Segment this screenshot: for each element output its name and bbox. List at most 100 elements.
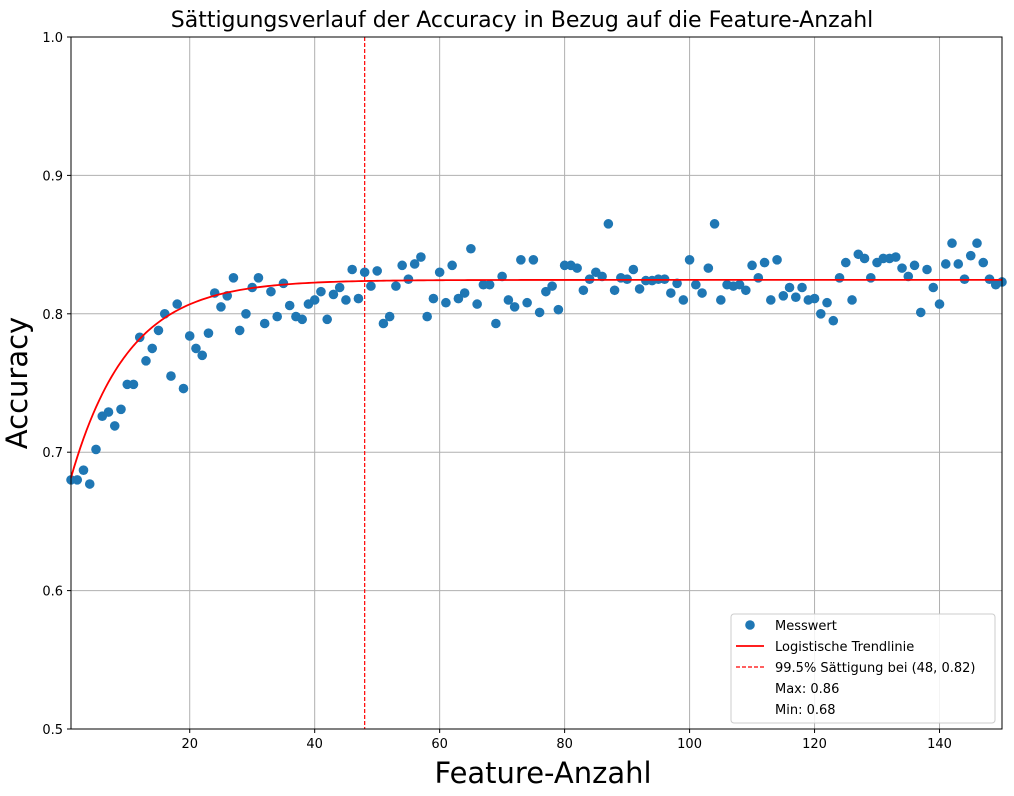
- data-point: [78, 465, 89, 475]
- data-point: [316, 286, 326, 297]
- data-point: [234, 325, 245, 336]
- data-point: [972, 238, 982, 249]
- data-point: [909, 260, 920, 271]
- y-tick-label: 0.5: [42, 723, 63, 738]
- data-point: [634, 284, 645, 294]
- data-point: [153, 325, 164, 336]
- data-point: [353, 293, 364, 304]
- data-point: [859, 253, 870, 264]
- data-point: [84, 479, 95, 489]
- data-point: [703, 263, 714, 273]
- data-point: [809, 293, 820, 304]
- x-tick-label: 20: [181, 737, 198, 752]
- data-point: [366, 281, 376, 291]
- chart-title: Sättigungsverlauf der Accuracy in Bezug …: [171, 8, 874, 33]
- axis-ticks: 20 40 60 80 100 120 140 0.5 0.6 0.7 0.8 0.9 1.0: [42, 31, 952, 752]
- x-tick-label: 80: [556, 737, 573, 752]
- y-tick-label: 0.8: [42, 308, 63, 323]
- data-point: [347, 264, 357, 275]
- data-point: [684, 255, 695, 265]
- data-point: [678, 295, 689, 305]
- data-point: [491, 318, 501, 329]
- legend-label: Messwert: [775, 619, 837, 634]
- data-point: [753, 273, 764, 283]
- data-point: [553, 304, 564, 315]
- legend-marker-points: [745, 620, 755, 630]
- legend-label: 99.5% Sättigung bei (48, 0.82): [775, 661, 975, 676]
- trend-layer: [70, 278, 1002, 478]
- data-point: [166, 371, 176, 381]
- data-point: [897, 263, 907, 273]
- data-point: [934, 299, 945, 309]
- data-point: [428, 293, 439, 304]
- data-point: [472, 299, 482, 309]
- data-point: [103, 407, 114, 417]
- data-point: [572, 263, 582, 273]
- data-point: [497, 271, 507, 282]
- data-point: [372, 266, 382, 276]
- data-point: [441, 297, 451, 308]
- data-point: [141, 356, 151, 366]
- data-point: [734, 279, 745, 290]
- data-point: [334, 282, 345, 293]
- legend-label: Logistische Trendlinie: [775, 640, 914, 655]
- data-point: [922, 264, 932, 275]
- data-point: [791, 292, 801, 302]
- data-point: [322, 314, 332, 325]
- data-point: [216, 302, 226, 312]
- trend-line: [70, 278, 1002, 478]
- data-point: [503, 295, 514, 305]
- data-point: [672, 278, 682, 289]
- data-point: [409, 259, 420, 269]
- y-tick-label: 0.7: [42, 446, 63, 461]
- data-point: [128, 379, 139, 390]
- data-point: [840, 257, 851, 268]
- data-point: [272, 311, 282, 322]
- data-point: [147, 343, 158, 354]
- data-point: [203, 328, 214, 338]
- data-point: [834, 273, 845, 283]
- data-point: [940, 259, 951, 269]
- data-point: [72, 475, 83, 485]
- data-point: [716, 295, 726, 305]
- x-tick-label: 140: [927, 737, 952, 752]
- data-point: [822, 297, 832, 308]
- y-tick-label: 0.9: [42, 169, 63, 184]
- data-point: [284, 300, 295, 311]
- data-point: [278, 278, 289, 289]
- data-point: [847, 295, 857, 305]
- data-point: [191, 343, 201, 354]
- data-point: [741, 285, 751, 296]
- x-tick-label: 40: [306, 737, 323, 752]
- data-point: [459, 288, 470, 298]
- data-point: [890, 252, 901, 262]
- data-point: [953, 259, 964, 269]
- data-point: [116, 404, 126, 415]
- data-point: [341, 295, 351, 305]
- data-point: [109, 421, 120, 431]
- data-point: [384, 311, 395, 322]
- data-point: [378, 318, 389, 329]
- data-point: [391, 281, 401, 291]
- data-point: [528, 255, 539, 265]
- data-point: [534, 307, 545, 318]
- data-point: [466, 243, 476, 254]
- data-point: [359, 267, 370, 278]
- legend-box: [730, 613, 996, 724]
- data-point: [965, 250, 976, 261]
- data-point: [172, 299, 183, 309]
- scatter-points: [66, 219, 1007, 489]
- data-point: [253, 273, 264, 283]
- data-point: [747, 260, 757, 271]
- x-tick-label: 120: [802, 737, 827, 752]
- data-point: [541, 286, 551, 297]
- data-point: [978, 257, 989, 268]
- data-point: [865, 273, 876, 283]
- legend: Messwert Logistische Trendlinie 99.5% Sätt…: [730, 613, 996, 724]
- data-point: [915, 307, 926, 318]
- data-point: [778, 291, 789, 301]
- y-axis-label: Accuracy: [0, 317, 34, 449]
- data-point: [772, 255, 782, 265]
- data-point: [309, 295, 320, 305]
